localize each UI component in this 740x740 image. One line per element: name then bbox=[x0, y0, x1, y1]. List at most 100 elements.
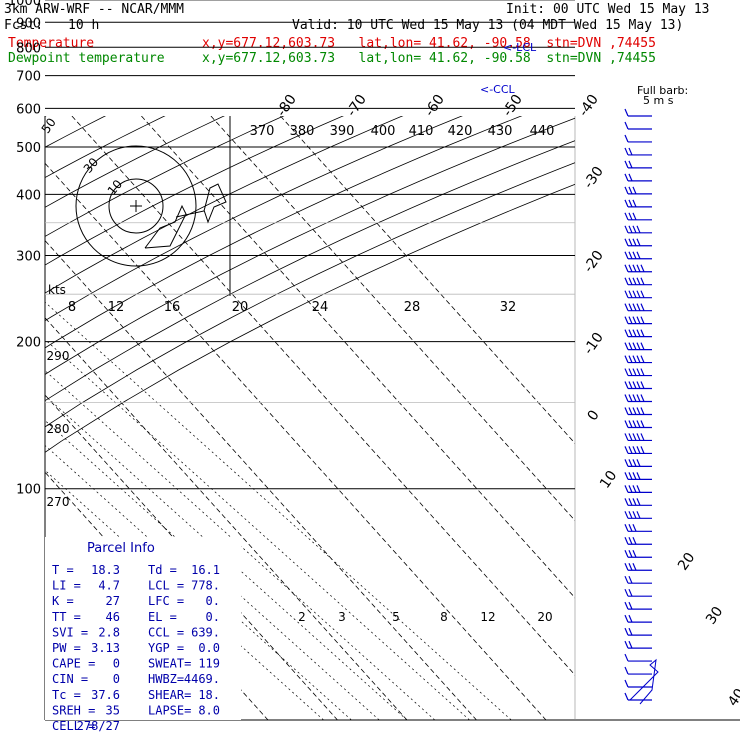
wind-barb-flag bbox=[632, 485, 637, 493]
wind-barb-flag bbox=[624, 588, 629, 597]
wind-barb-flag bbox=[632, 394, 637, 402]
mixing-ratio-label: 5 bbox=[392, 610, 400, 624]
wind-speed-label: 28 bbox=[404, 300, 421, 315]
parcel-cell: 18.3 bbox=[91, 563, 120, 577]
wind-barb-flag bbox=[628, 550, 633, 558]
wind-barb-flag bbox=[636, 407, 641, 415]
wind-barb-flag bbox=[632, 498, 637, 506]
wind-barb-flag bbox=[632, 420, 637, 428]
wind-barb-flag bbox=[624, 498, 629, 506]
dry-adiabat bbox=[45, 116, 463, 322]
wind-speed-label: 8 bbox=[68, 300, 76, 315]
forecast-label: Fcst: bbox=[4, 18, 44, 33]
wind-barb-flag bbox=[628, 575, 633, 584]
wind-barb-flag bbox=[636, 433, 641, 441]
wind-barb-flag bbox=[624, 173, 629, 182]
wind-barb-flag bbox=[636, 355, 641, 363]
wind-barb-flag bbox=[624, 601, 629, 610]
parcel-cell: CAPE = bbox=[52, 657, 95, 671]
lcl-label: <-CCL bbox=[480, 83, 516, 96]
wind-barb-flag bbox=[624, 368, 629, 376]
wind-barb-flag bbox=[636, 472, 641, 480]
wind-barb-flag bbox=[636, 394, 641, 402]
wind-barb-flag bbox=[632, 329, 637, 337]
wind-barb-flag bbox=[628, 303, 633, 311]
wind-barb-flag bbox=[624, 316, 629, 324]
wind-speed-label: 32 bbox=[500, 300, 517, 315]
pressure-tick-label: 1000 bbox=[8, 0, 41, 9]
wind-barb-flag bbox=[632, 381, 637, 389]
wind-barb-flag bbox=[628, 524, 633, 532]
valid-time: Valid: 10 UTC Wed 15 May 13 (04 MDT Wed … bbox=[292, 18, 684, 33]
parcel-cell: 639. bbox=[191, 625, 220, 639]
wind-barb-flag bbox=[636, 511, 641, 519]
wind-barb-flag bbox=[624, 303, 629, 311]
wind-barb-flag bbox=[632, 303, 637, 311]
parcel-cell: 8.0 bbox=[198, 703, 220, 717]
wind-barb-flag bbox=[628, 485, 633, 493]
wind-barb-flag bbox=[628, 446, 633, 454]
wind-barb-flag bbox=[624, 433, 629, 441]
wind-barb-flag bbox=[628, 173, 633, 182]
wind-barb-flag bbox=[628, 472, 633, 480]
wind-barb-flag bbox=[624, 524, 629, 532]
parcel-cell: CELL = bbox=[52, 719, 95, 733]
wind-barb-flag bbox=[628, 433, 633, 441]
wind-speed-label: 16 bbox=[164, 300, 181, 315]
wind-barb-flag bbox=[632, 407, 637, 415]
wind-barb-flag bbox=[628, 160, 633, 169]
wind-barb-flag bbox=[632, 199, 637, 208]
wind-barb-flag bbox=[632, 238, 637, 247]
wind-barb-flag bbox=[636, 251, 641, 259]
pressure-tick-label: 100 bbox=[16, 483, 41, 498]
mixing-ratio-label: 12 bbox=[480, 610, 495, 624]
wind-barb-flag bbox=[632, 290, 637, 298]
wind-barb-flag bbox=[628, 420, 633, 428]
wind-barb-flag bbox=[624, 212, 629, 221]
wind-barb-flag bbox=[628, 238, 633, 247]
theta-label: 420 bbox=[448, 124, 473, 139]
wind-barb-flag bbox=[628, 537, 633, 545]
parcel-cell: 0 bbox=[113, 672, 120, 686]
parcel-cell: Tc = bbox=[52, 688, 81, 702]
wind-barb-flag bbox=[632, 342, 637, 350]
wind-barb-flag bbox=[632, 550, 637, 558]
wind-barb-flag bbox=[624, 485, 629, 493]
parcel-cell: HWBZ= bbox=[148, 672, 184, 686]
parcel-cell: 778. bbox=[191, 579, 220, 593]
parcel-cell: YGP = bbox=[148, 641, 184, 655]
wind-barb-flag bbox=[624, 666, 629, 675]
dewpoint-location: x,y=677.12,603.73 lat,lon= 41.62, -90.58… bbox=[202, 51, 656, 66]
wind-barb-flag bbox=[628, 394, 633, 402]
wind-barb-flag bbox=[640, 316, 645, 324]
mixing-ratio-label: 20 bbox=[537, 610, 552, 624]
dry-adiabat bbox=[45, 116, 107, 148]
wind-barb-flag bbox=[636, 225, 641, 234]
wind-barb-flag bbox=[628, 342, 633, 350]
wind-speed-label: 12 bbox=[108, 300, 125, 315]
wind-barb-flag bbox=[628, 212, 633, 221]
wind-barb-flag bbox=[640, 277, 645, 285]
theta-left-label: 290 bbox=[47, 349, 70, 363]
wind-barb-flag bbox=[624, 394, 629, 402]
wind-barb-flag bbox=[640, 446, 645, 454]
parcel-cell: EL = bbox=[148, 610, 177, 624]
parcel-cell: 37.6 bbox=[91, 688, 120, 702]
wind-barb-flag bbox=[636, 316, 641, 324]
parcel-cell: 4.7 bbox=[98, 579, 120, 593]
dry-adiabat bbox=[45, 116, 47, 117]
parcel-cell: LCL = bbox=[148, 579, 184, 593]
wind-barb-flag bbox=[624, 147, 629, 156]
parcel-cell: CCL = bbox=[148, 625, 184, 639]
wind-barb-flag bbox=[628, 225, 633, 234]
wind-barb-flag bbox=[636, 381, 641, 389]
wind-barb-flag bbox=[632, 459, 637, 467]
wind-barb-flag bbox=[640, 381, 645, 389]
isobars bbox=[45, 0, 575, 490]
parcel-cell: CIN = bbox=[52, 672, 88, 686]
wind-barb-flag bbox=[628, 498, 633, 506]
wind-barb-flag bbox=[624, 472, 629, 480]
wind-barb-flag bbox=[628, 186, 633, 195]
parcel-info-box: Parcel Info T = 18.3 Td = 16.1 LI = 4.7 LCL = 77… bbox=[45, 537, 241, 733]
theta-label: 400 bbox=[371, 124, 396, 139]
